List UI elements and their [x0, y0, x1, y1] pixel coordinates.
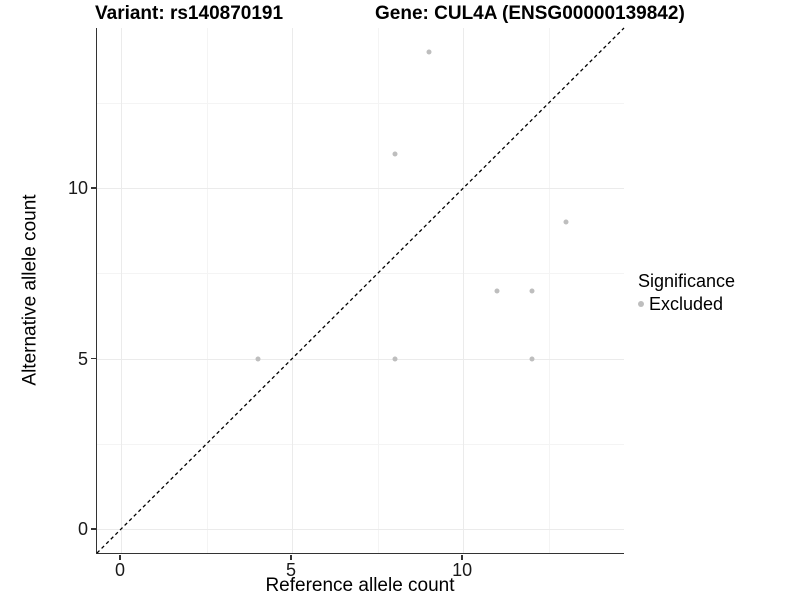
x-tick-label: 0	[114, 560, 125, 580]
data-point	[494, 288, 500, 293]
legend-item-label: Excluded	[649, 293, 724, 314]
excluded-point-icon	[638, 301, 644, 308]
y-tick-label: 0	[77, 519, 88, 540]
x-tick-label: 10	[452, 560, 473, 580]
x-tick-mark	[119, 554, 121, 560]
data-point	[529, 288, 535, 293]
major-gridline-horizontal	[97, 188, 624, 190]
y-tick-mark	[91, 357, 96, 360]
y-tick-label: 10	[67, 178, 88, 199]
legend-title: Significance	[638, 271, 736, 291]
y-axis-title: Alternative allele count	[19, 194, 41, 386]
plot-panel	[96, 27, 625, 554]
minor-gridline-vertical	[206, 28, 208, 553]
x-tick-mark	[290, 554, 292, 560]
y-tick-mark	[91, 187, 96, 189]
major-gridline-vertical	[463, 28, 465, 553]
x-axis-title: Reference allele count	[265, 575, 455, 596]
minor-gridline-horizontal	[97, 103, 624, 104]
major-gridline-vertical	[292, 28, 294, 553]
data-point	[529, 356, 535, 362]
minor-gridline-vertical	[377, 28, 379, 553]
data-point	[392, 356, 398, 362]
minor-gridline-horizontal	[97, 273, 624, 275]
y-tick-label: 5	[77, 348, 88, 369]
x-tick-label: 5	[286, 560, 297, 580]
major-gridline-horizontal	[97, 529, 624, 531]
identity-line	[96, 27, 625, 554]
minor-gridline-vertical	[548, 28, 550, 553]
y-tick-mark	[91, 528, 96, 530]
data-point	[255, 356, 261, 362]
legend: Significance Excluded	[638, 271, 735, 314]
data-point	[563, 219, 569, 225]
minor-gridline-horizontal	[97, 443, 624, 445]
data-point	[426, 49, 432, 55]
legend-item-excluded: Excluded	[638, 294, 735, 315]
x-tick-mark	[461, 554, 463, 560]
plot-title-gene: Gene: CUL4A (ENSG00000139842)	[375, 3, 685, 24]
major-gridline-vertical	[120, 28, 122, 553]
data-point	[392, 151, 398, 157]
plot-title-variant: Variant: rs140870191	[95, 3, 284, 24]
major-gridline-horizontal	[97, 358, 624, 360]
